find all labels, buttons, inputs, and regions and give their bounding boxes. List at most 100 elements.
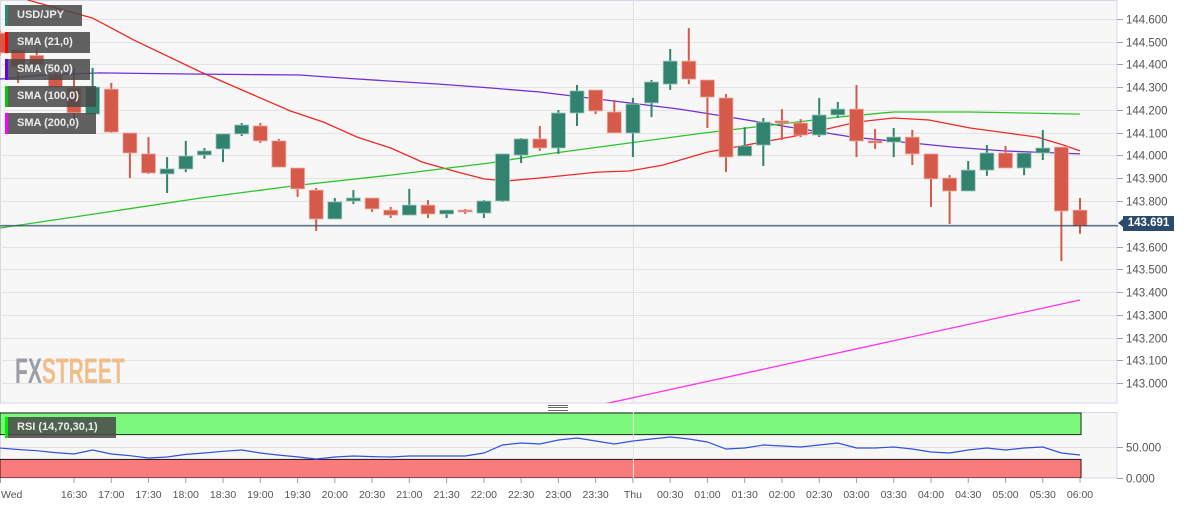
sma-21-color-swatch bbox=[5, 32, 8, 53]
candle-body bbox=[700, 79, 715, 98]
legend-sma-50[interactable]: SMA (50,0) bbox=[5, 59, 90, 80]
time-axis[interactable]: Wed 16:30 17:00 17:30 18:00 18:30 19:00 19:30 20… bbox=[0, 478, 1094, 501]
pane-resize-handle[interactable] bbox=[548, 405, 568, 412]
candle-body bbox=[793, 122, 808, 136]
price-axis[interactable]: 144.600 144.500 144.400 144.300 144.200 144.1… bbox=[1117, 15, 1168, 391]
candle-body bbox=[737, 145, 753, 157]
candle-wick bbox=[874, 129, 877, 149]
candle bbox=[625, 97, 641, 157]
candle bbox=[327, 198, 343, 220]
price-axis-label: 144.400 bbox=[1126, 60, 1168, 72]
candle-body bbox=[774, 120, 790, 124]
time-axis-label: 22:00 bbox=[471, 489, 497, 501]
candle-body bbox=[103, 88, 119, 133]
price-axis-label: 143.800 bbox=[1126, 197, 1168, 209]
time-axis-label: Thu bbox=[624, 489, 642, 501]
logo-fx-text: FX bbox=[15, 352, 42, 391]
candle-body bbox=[122, 132, 138, 154]
candle bbox=[923, 153, 939, 207]
candles bbox=[0, 28, 1088, 262]
price-axis-label: 144.300 bbox=[1126, 83, 1168, 95]
time-axis-label: 18:00 bbox=[173, 489, 199, 501]
price-axis-label: 144.500 bbox=[1126, 38, 1168, 50]
sma-100-color-swatch bbox=[5, 86, 8, 107]
candle bbox=[476, 200, 492, 219]
sma-21-label: SMA (21,0) bbox=[17, 36, 73, 48]
candle-wick bbox=[1041, 130, 1044, 160]
time-axis-label: 20:30 bbox=[359, 489, 385, 501]
legend-instrument[interactable]: USD/JPY bbox=[5, 5, 82, 26]
time-axis-label: 03:30 bbox=[881, 489, 907, 501]
candle bbox=[252, 123, 268, 143]
candle-body bbox=[606, 111, 622, 134]
candle bbox=[1035, 130, 1051, 160]
candle bbox=[681, 28, 697, 85]
candle-wick bbox=[352, 190, 355, 204]
candle bbox=[215, 133, 231, 163]
candle-wick bbox=[128, 132, 131, 179]
sma-100-label: SMA (100,0) bbox=[17, 90, 79, 102]
candle-body bbox=[439, 209, 455, 215]
candle-body bbox=[1035, 147, 1051, 154]
candle bbox=[383, 206, 399, 218]
grip-line bbox=[548, 409, 568, 411]
candle-body bbox=[960, 169, 976, 192]
candle-body bbox=[830, 108, 846, 116]
candle bbox=[420, 200, 436, 219]
candle-wick bbox=[743, 127, 746, 156]
time-axis-label: Wed bbox=[1, 489, 23, 501]
time-axis-label: 03:00 bbox=[843, 489, 869, 501]
candle bbox=[569, 85, 585, 126]
logo-street-text: STREET bbox=[41, 352, 125, 391]
rsi-axis[interactable]: 50.000 0.000 bbox=[1117, 443, 1161, 486]
candle-body bbox=[215, 133, 231, 150]
time-axis-label: 23:00 bbox=[545, 489, 571, 501]
candle bbox=[457, 209, 473, 214]
time-axis-label: 21:00 bbox=[396, 489, 422, 501]
legend-rsi[interactable]: RSI (14,70,30,1) bbox=[5, 417, 116, 438]
rsi-label: RSI (14,70,30,1) bbox=[17, 421, 98, 433]
candle bbox=[103, 82, 119, 133]
grip-line bbox=[548, 407, 568, 409]
rsi-line bbox=[0, 436, 1081, 460]
candle-wick bbox=[408, 188, 411, 216]
candle-body bbox=[457, 209, 473, 213]
candle-wick bbox=[930, 153, 932, 207]
candle-body bbox=[401, 204, 417, 216]
candle bbox=[606, 100, 622, 134]
sma-200-line bbox=[605, 299, 1081, 403]
rsi-plot bbox=[0, 412, 1117, 478]
candle bbox=[942, 175, 957, 224]
candle bbox=[122, 132, 138, 179]
candle bbox=[513, 138, 529, 163]
candle bbox=[196, 148, 212, 159]
candle-wick bbox=[166, 157, 169, 193]
candle bbox=[700, 79, 715, 128]
time-axis-label: 01:30 bbox=[732, 489, 758, 501]
legend-sma-200[interactable]: SMA (200,0) bbox=[5, 113, 96, 134]
time-axis-label: 17:00 bbox=[98, 489, 124, 501]
candle-body bbox=[718, 97, 734, 158]
candle bbox=[495, 153, 510, 202]
time-axis-label: 21:30 bbox=[433, 489, 459, 501]
legend-sma-21[interactable]: SMA (21,0) bbox=[5, 32, 90, 53]
candle-wick bbox=[892, 128, 895, 158]
candle bbox=[308, 188, 324, 231]
candle-wick bbox=[687, 28, 690, 85]
legend-sma-100[interactable]: SMA (100,0) bbox=[5, 86, 96, 107]
time-axis-label: 19:00 bbox=[247, 489, 273, 501]
candle-body bbox=[513, 138, 529, 156]
price-axis-label: 143.100 bbox=[1126, 356, 1168, 368]
price-axis-label: 143.300 bbox=[1126, 311, 1168, 323]
price-axis-label: 143.200 bbox=[1126, 334, 1168, 346]
time-axis-label: 06:00 bbox=[1067, 489, 1093, 501]
candle-body bbox=[904, 136, 920, 155]
candle bbox=[159, 157, 175, 193]
sma-100-line bbox=[0, 111, 1081, 229]
candle-body bbox=[196, 150, 212, 156]
candle-body bbox=[681, 60, 697, 80]
candle bbox=[849, 85, 864, 158]
price-axis-label: 143.600 bbox=[1126, 243, 1168, 255]
rsi-color-swatch bbox=[5, 417, 8, 438]
